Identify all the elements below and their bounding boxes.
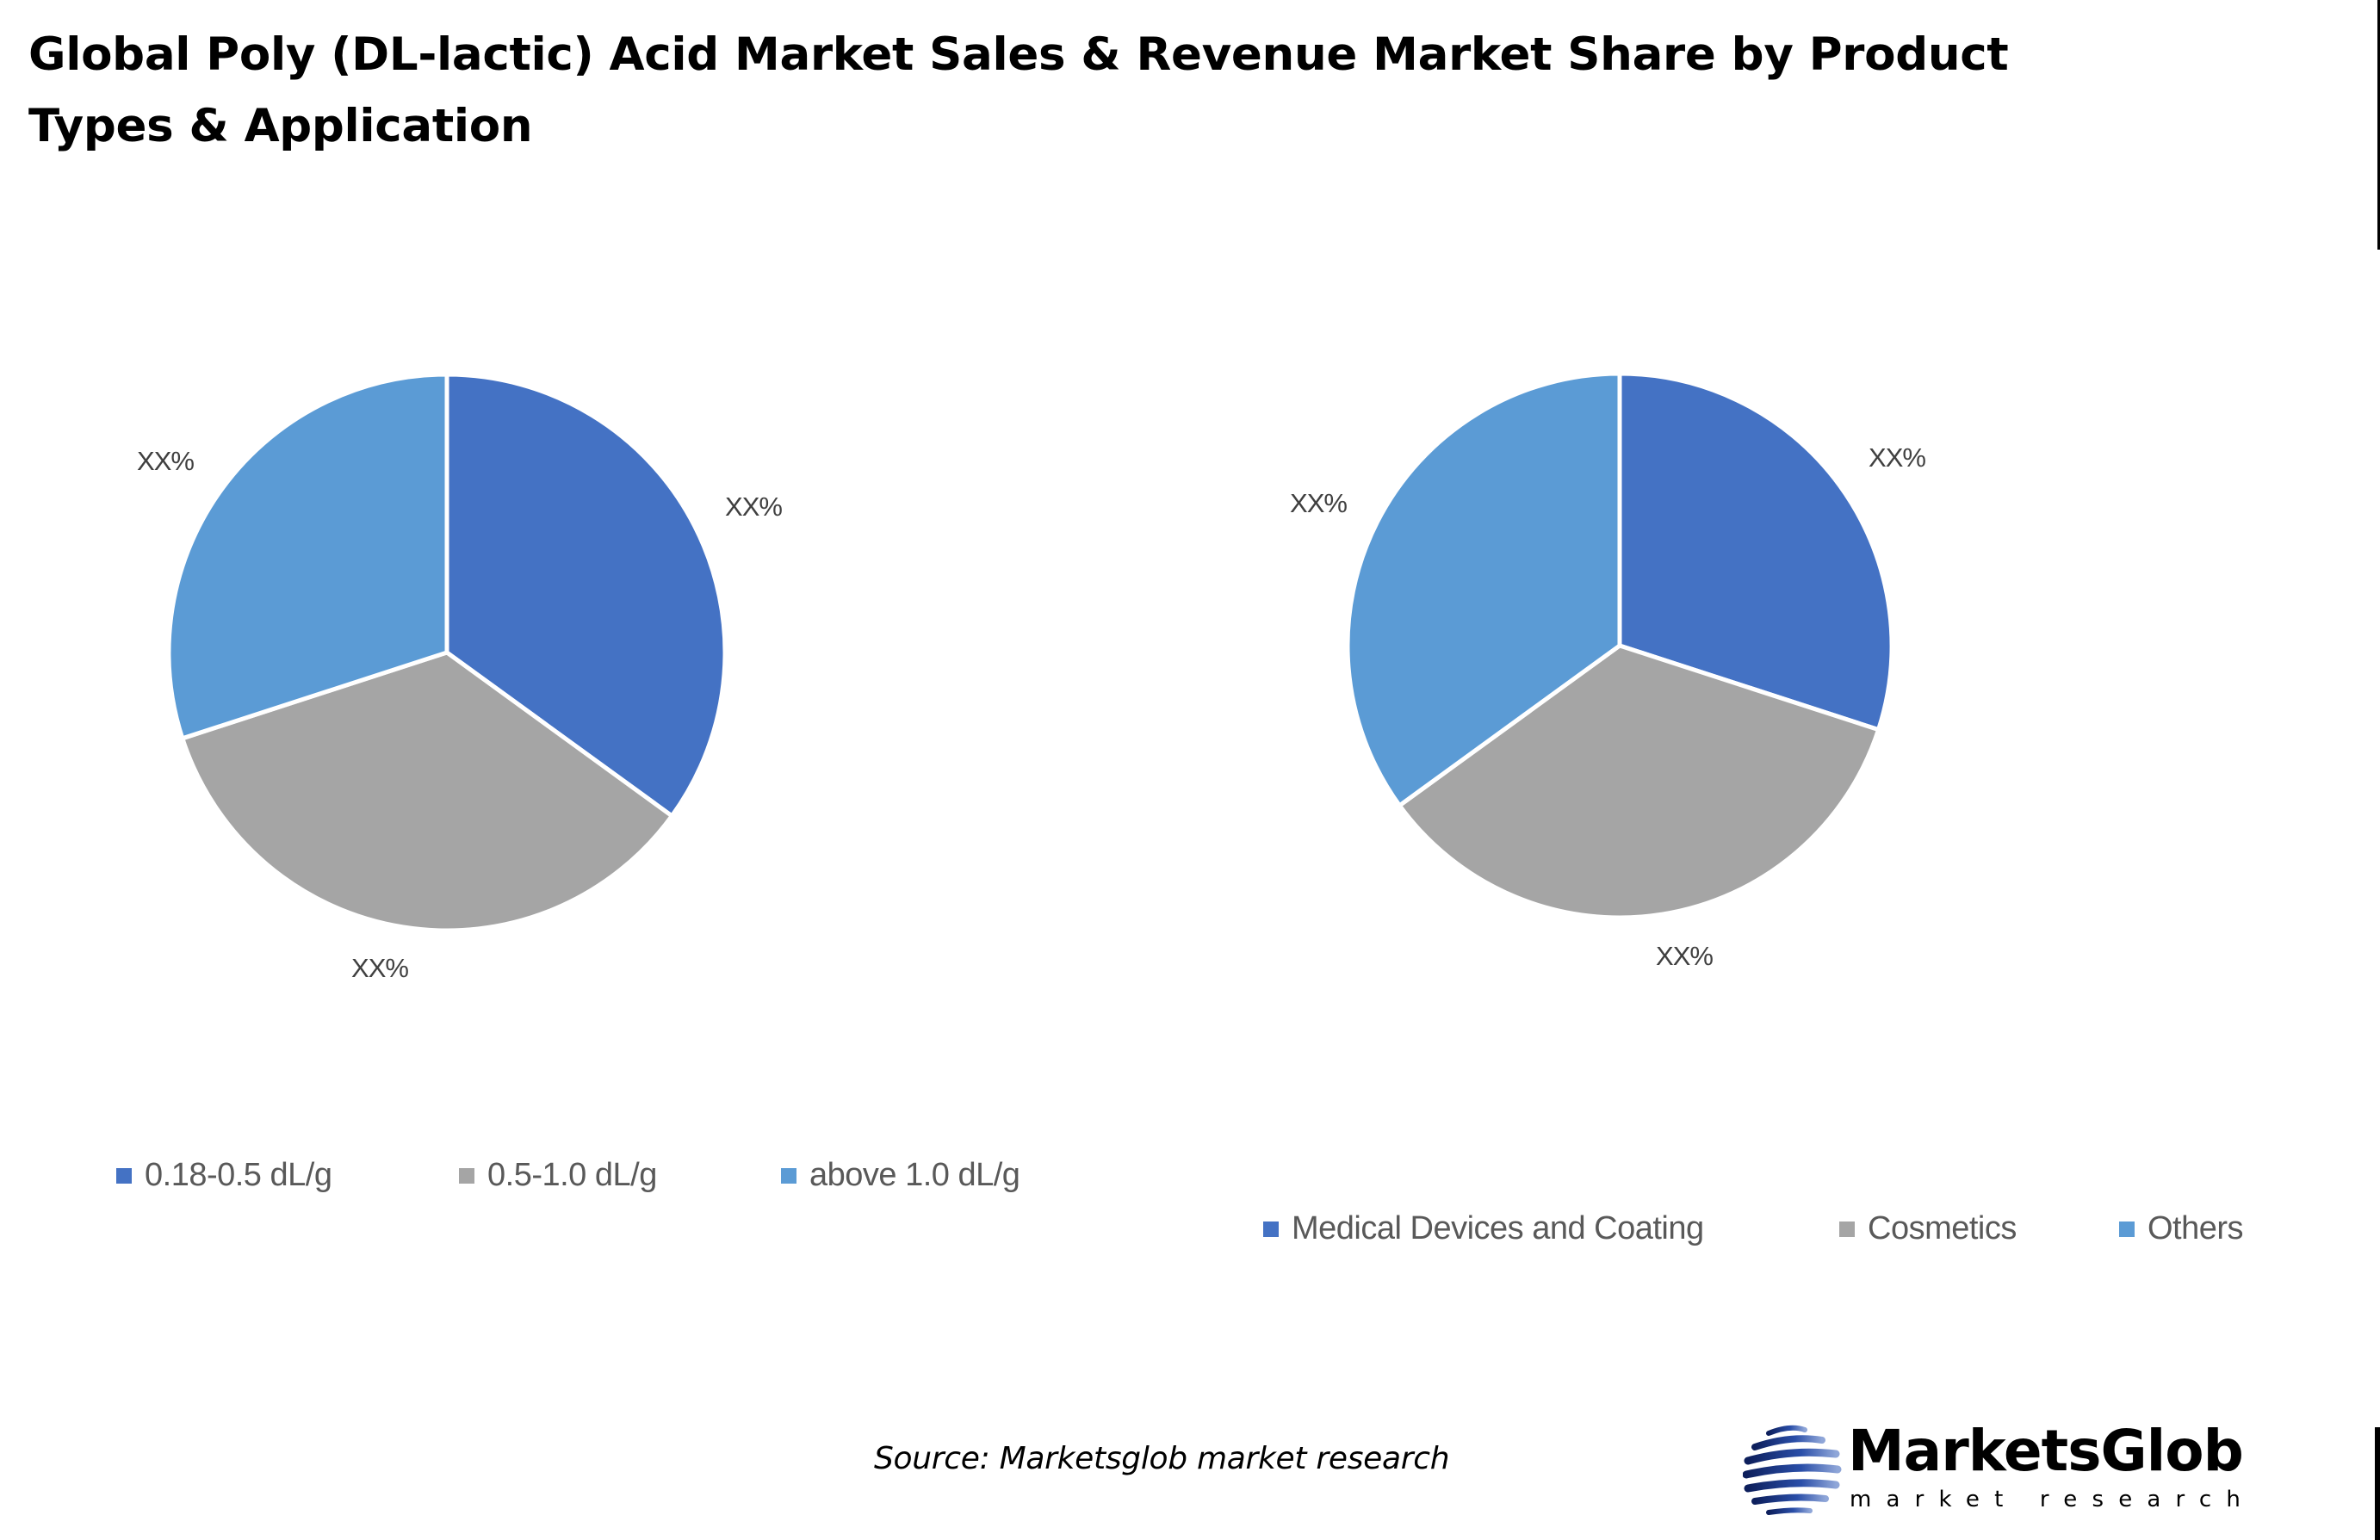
source-caption: Source: Marketsglob market research [874,1441,1450,1476]
pie-slice-others[interactable] [1345,371,1622,808]
pie-right-label-2: XX% [1656,941,1714,971]
legend-marker-square-icon [2119,1221,2135,1237]
legend-label: Medical Devices and Coating [1292,1210,1704,1246]
legend-item-cosmetics[interactable]: Cosmetics [1839,1210,2017,1247]
legend-marker-square-icon [459,1167,474,1184]
chart-title: Global Poly (DL-lactic) Acid Market Sale… [28,28,2009,152]
legend-label: above 1.0 dL/g [809,1157,1020,1193]
logo-wordmark: MarketsGlob [1848,1418,2244,1484]
pie-slice-0-18-0-5-dl-g[interactable] [444,372,728,819]
pie-slice-0-5-1-0-dl-g[interactable] [180,650,674,933]
legend-marker-square-icon [1839,1221,1855,1237]
pie-right-label-3: XX% [1290,488,1348,518]
legend-item-medical-devices[interactable]: Medical Devices and Coating [1263,1210,1704,1247]
legend-marker-square-icon [781,1167,796,1184]
marketsglob-logo: MarketsGlob market research [1743,1418,2285,1519]
pie-left-slices [166,372,728,933]
pie-left-label-1: XX% [725,492,783,522]
logo-tagline: market research [1850,1487,2256,1512]
legend-marker-square-icon [116,1167,132,1184]
legend-label: Cosmetics [1868,1210,2017,1246]
pie-left-label-2: XX% [351,953,409,983]
pie-slice-cosmetics[interactable] [1397,643,1881,920]
pie-right-slices [1345,371,1894,920]
legend-item-others[interactable]: Others [2119,1210,2244,1247]
legend-marker-square-icon [1263,1221,1279,1237]
legend-item-0-5-1-0[interactable]: 0.5-1.0 dL/g [459,1157,657,1194]
pie-right-label-1: XX% [1869,442,1926,473]
legend-label: 0.18-0.5 dL/g [145,1157,332,1193]
pie-slice-above-1-0-dl-g[interactable] [166,372,449,741]
edge-divider-top [2377,0,2380,250]
pie-slice-medical-devices-and-coating[interactable] [1617,371,1894,733]
edge-divider-bottom [2375,1427,2380,1540]
pie-left-label-3: XX% [137,446,195,476]
legend-label: Others [2148,1210,2244,1246]
legend-label: 0.5-1.0 dL/g [487,1157,657,1193]
legend-item-above-1-0[interactable]: above 1.0 dL/g [781,1157,1020,1194]
globe-icon [1743,1425,1842,1515]
legend-item-0-18-0-5[interactable]: 0.18-0.5 dL/g [116,1157,332,1194]
